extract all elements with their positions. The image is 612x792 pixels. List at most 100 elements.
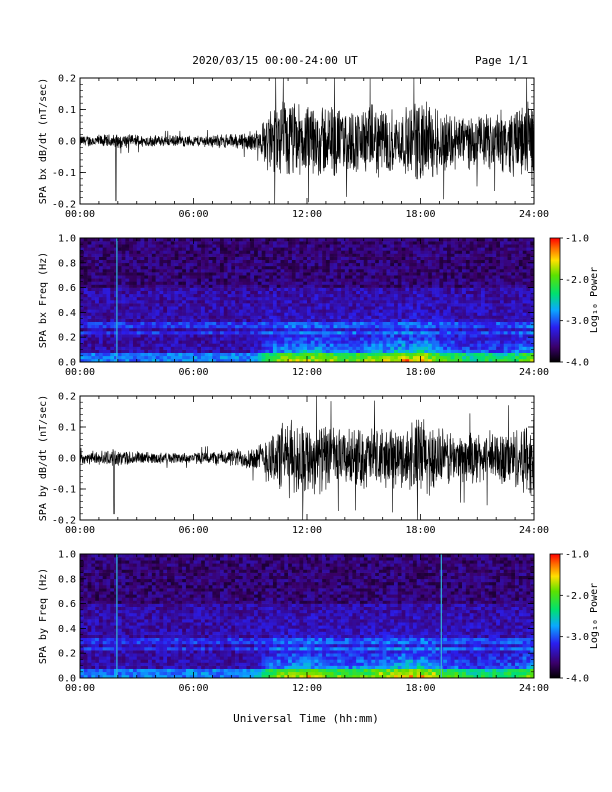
spectrogram-cell [458, 244, 463, 248]
spectrogram-cell [144, 259, 149, 264]
spectrogram-cell [167, 352, 172, 357]
spectrogram-cell [129, 321, 134, 326]
spectrogram-cell [242, 352, 247, 357]
spectrogram-cell [167, 318, 172, 322]
spectrogram-cell [167, 315, 172, 319]
spectrogram-cell [507, 253, 512, 257]
spectrogram-cell [488, 275, 493, 279]
spectrogram-cell [397, 284, 402, 288]
spectrogram-cell [216, 321, 221, 326]
spectrogram-cell [307, 331, 312, 335]
spectrogram-cell [231, 324, 236, 329]
spectrogram-cell [378, 241, 383, 245]
spectrogram-cell [397, 253, 402, 257]
spectrogram-cell [526, 262, 531, 267]
spectrogram-cell [254, 284, 259, 288]
spectrogram-cell [235, 250, 240, 254]
spectrogram-cell [87, 244, 92, 248]
spectrogram-cell [333, 265, 338, 270]
spectrogram-cell [496, 306, 501, 310]
spectrogram-cell [167, 358, 172, 363]
spectrogram-cell [151, 259, 156, 264]
spectrogram-cell [367, 303, 372, 307]
spectrogram-cell [314, 340, 319, 344]
spectrogram-cell [132, 250, 138, 254]
spectrogram-cell [492, 349, 497, 353]
spectrogram-cell [216, 278, 221, 282]
spectrogram-cell [341, 324, 346, 329]
spectrogram-cell [121, 303, 126, 307]
spectrogram-cell [178, 324, 183, 329]
spectrogram-cell [246, 256, 251, 260]
spectrogram-cell [174, 293, 179, 298]
spectrogram-cell [435, 241, 440, 245]
spectrogram-cell [295, 284, 300, 288]
spectrogram-cell [496, 250, 501, 254]
spectrogram-cell [371, 265, 376, 270]
spectrogram-cell [98, 300, 103, 304]
spectrogram-cell [223, 303, 228, 307]
spectrogram-cell [269, 337, 274, 341]
spectrogram-cell [492, 318, 497, 322]
spectrogram-cell [428, 287, 433, 291]
spectrogram-cell [216, 262, 221, 267]
spectrogram-cell [378, 306, 383, 310]
spectrogram-cell [159, 318, 164, 322]
spectrogram-cell [216, 250, 221, 254]
spectrogram-cell [129, 318, 134, 322]
spectrogram-cell [450, 343, 455, 347]
spectrogram-cell [367, 269, 372, 273]
spectrogram-cell [462, 331, 467, 335]
spectrogram-cell [125, 315, 130, 319]
spectrogram-cell [223, 312, 228, 316]
spectrogram-cell [428, 312, 433, 316]
spectrogram-cell [488, 318, 493, 322]
spectrogram-cell [530, 334, 535, 338]
spectrogram-cell [465, 358, 470, 363]
spectrogram-cell [227, 265, 232, 270]
spectrogram-cell [159, 343, 164, 347]
spectrogram-cell [363, 284, 368, 288]
spectrogram-cell [469, 290, 474, 295]
spectrogram-cell [458, 349, 463, 353]
spectrogram-cell [462, 287, 467, 291]
spectrogram-cell [341, 327, 346, 332]
spectrogram-cell [439, 303, 444, 307]
spectrogram-cell [288, 241, 293, 245]
spectrogram-cell [341, 244, 346, 248]
spectrogram-cell [114, 284, 119, 288]
spectrogram-cell [167, 293, 172, 298]
spectrogram-cell [469, 244, 474, 248]
spectrogram-cell [216, 272, 221, 276]
spectrogram-cell [454, 265, 459, 270]
spectrogram-cell [102, 321, 107, 326]
spectrogram-cell [231, 290, 236, 295]
spectrogram-cell [265, 259, 270, 264]
spectrogram-cell [284, 275, 289, 279]
spectrogram-cell [307, 327, 312, 332]
spectrogram-cell [83, 281, 88, 285]
spectrogram-cell [401, 253, 406, 257]
spectrogram-cell [132, 346, 138, 350]
spectrogram-cell [325, 241, 330, 245]
spectrogram-cell [484, 247, 489, 251]
spectrogram-cell [439, 327, 444, 332]
spectrogram-cell [170, 290, 175, 295]
spectrogram-cell [435, 250, 440, 254]
spectrogram-cell [212, 303, 217, 307]
spectrogram-cell [288, 309, 293, 313]
spectrogram-cell [382, 334, 387, 338]
spectrogram-cell [492, 300, 497, 304]
spectrogram-cell [269, 259, 274, 264]
spectrogram-cell [511, 352, 516, 357]
spectrogram-cell [499, 287, 505, 291]
spectrogram-cell [231, 250, 236, 254]
spectrogram-cell [295, 262, 300, 267]
spectrogram-cell [378, 296, 383, 301]
spectrogram-cell [303, 306, 308, 310]
spectrogram-cell [458, 303, 463, 307]
spectrogram-cell [435, 269, 440, 273]
spectrogram-cell [167, 269, 172, 273]
spectrogram-cell [325, 337, 330, 341]
spectrogram-cell [250, 281, 255, 285]
